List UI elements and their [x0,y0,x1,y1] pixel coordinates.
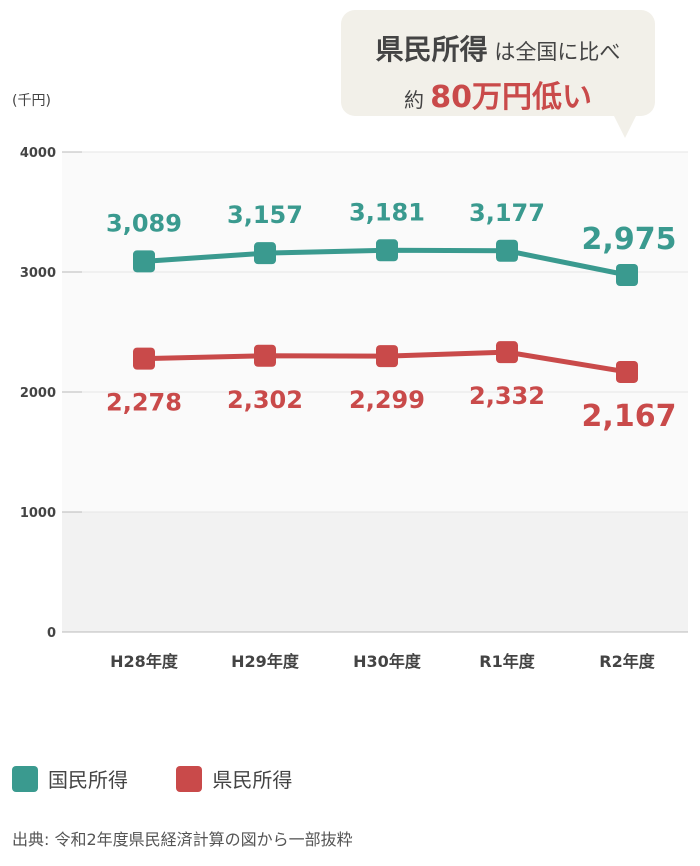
data-point [376,239,398,262]
data-label: 2,302 [227,386,303,414]
y-tick-label-2000: 2000 [20,386,56,401]
x-tick-label: R1年度 [479,652,535,671]
callout-line-1: 県民所得 は全国に比べ [341,28,655,68]
y-tick-label-3000: 3000 [20,266,56,281]
x-tick-label: H29年度 [231,652,300,671]
data-point [616,264,638,286]
data-point [254,242,276,265]
legend: 国民所得 県民所得 [12,764,334,797]
y-tick-label-0: 0 [47,626,56,641]
legend-label-national: 国民所得 [48,768,128,792]
callout-line-2: 約 80万円低い [341,72,655,116]
callout-prefix: 約 [403,88,431,112]
data-point [616,360,638,383]
legend-swatch-prefectural [176,765,203,792]
y-tick-label-1000: 1000 [20,506,56,521]
callout-pref: 県民所得 [375,33,488,66]
data-label: 3,157 [227,201,303,229]
data-label: 2,278 [106,389,182,417]
legend-item-prefectural: 県民所得 [176,764,292,793]
legend-item-national: 国民所得 [12,764,128,793]
x-tick-label: H30年度 [353,652,422,671]
plot-band-lower [62,512,688,632]
data-point [254,344,276,367]
callout-rest: は全国に比べ [487,40,621,64]
legend-label-prefectural: 県民所得 [212,768,293,792]
line-chart: 0 1000 2000 3000 4000 H28年度 H29年度 H30年度 R1年度 R2年度… [20,146,688,671]
data-label: 2,299 [349,386,425,414]
data-label: 2,167 [582,399,677,434]
callout-highlight: 80万円低い [430,80,593,115]
data-point [133,347,155,370]
callout-bubble: 県民所得 は全国に比べ 約 80万円低い [341,10,655,138]
y-axis-unit-label: (千円) [12,93,51,109]
data-label: 3,181 [349,198,425,226]
data-label: 2,332 [469,382,545,410]
data-point [496,239,518,262]
data-point [376,345,398,368]
data-label: 2,975 [582,222,677,257]
data-point [133,250,155,273]
data-label: 3,089 [106,209,182,237]
source-note: 出典: 令和2年度県民経済計算の図から一部抜粋 [12,830,353,849]
x-tick-label: R2年度 [599,652,655,671]
data-label: 3,177 [469,199,545,227]
data-point [496,341,518,364]
x-tick-label: H28年度 [110,652,179,671]
plot-band-upper [62,152,688,512]
legend-swatch-national [12,765,38,792]
y-tick-label-4000: 4000 [20,146,56,161]
